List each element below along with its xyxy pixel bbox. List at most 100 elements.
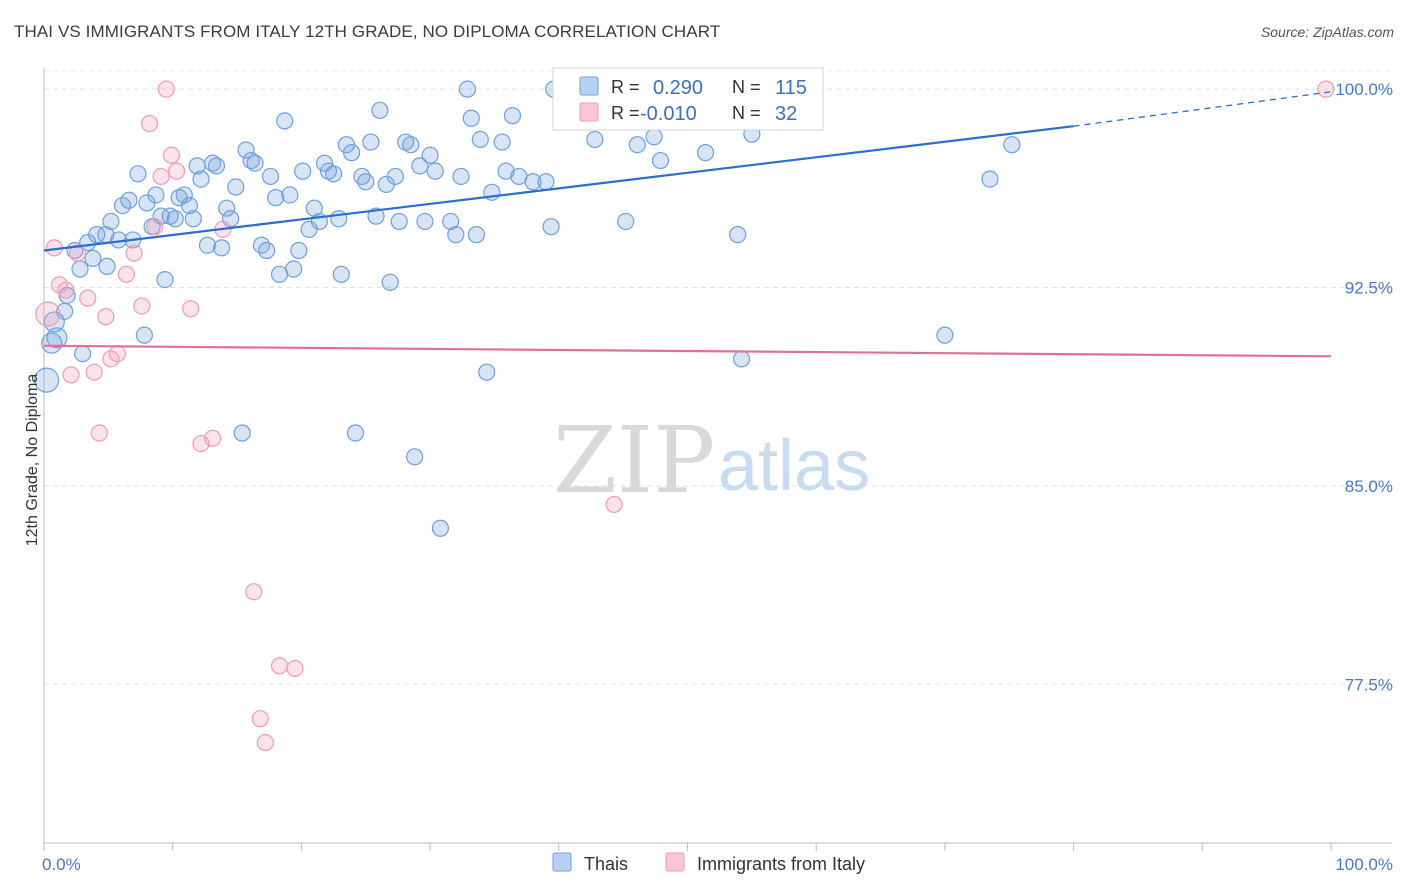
thais-point <box>213 239 231 257</box>
thais-point <box>192 170 210 188</box>
thais-point <box>617 212 635 231</box>
thais-point <box>120 191 138 209</box>
trend-lines <box>43 91 1332 358</box>
thais-point <box>156 271 174 289</box>
thais-point <box>258 241 276 260</box>
thais-point <box>152 207 170 225</box>
thais-point <box>294 162 312 180</box>
italy-point <box>35 301 61 327</box>
series-italy <box>35 80 1335 752</box>
italy-point <box>57 281 75 299</box>
thais-point <box>696 144 715 162</box>
italy-point <box>133 297 151 315</box>
thais-point <box>357 173 375 191</box>
italy-point <box>157 80 175 98</box>
thais-point <box>729 226 747 244</box>
thais-point <box>537 173 555 191</box>
italy-point <box>62 366 80 384</box>
thais-point <box>33 367 60 393</box>
thais-point <box>88 226 106 244</box>
legend-swatch-italy <box>579 102 599 122</box>
thais-point <box>503 107 522 125</box>
y-tick-label-0: 77.5% <box>1345 675 1393 694</box>
legend-n-label-italy: N = <box>732 103 761 123</box>
thais-point <box>524 173 542 191</box>
thais-point <box>458 80 477 98</box>
italy-point <box>68 244 87 262</box>
italy-point <box>245 583 263 601</box>
italy-point <box>286 659 304 678</box>
thais-point <box>442 212 460 231</box>
thais-point <box>936 326 954 344</box>
chart-source: Source: ZipAtlas.com <box>1260 24 1394 40</box>
thais-point <box>147 186 165 204</box>
italy-point <box>79 289 97 307</box>
bottom-legend-label-italy: Immigrants from Italy <box>697 854 865 874</box>
italy-point <box>167 162 186 180</box>
bottom-legend-label-thais: Thais <box>584 854 628 874</box>
thais-point <box>233 424 251 442</box>
thais-point <box>346 424 365 442</box>
legend-r-label-thais: R = <box>611 77 640 97</box>
thais-point <box>390 212 408 231</box>
y-tick-label-2: 92.5% <box>1345 279 1393 298</box>
thais-point <box>102 212 120 231</box>
italy-point <box>203 429 222 447</box>
thais-point <box>645 128 663 146</box>
thais-point <box>462 109 480 127</box>
y-axis-labels: 77.5% 85.0% 92.5% 100.0% <box>1335 80 1393 694</box>
thais-point <box>467 226 486 244</box>
thais-point <box>252 236 271 254</box>
thais-point <box>180 196 199 215</box>
trend-line-thais <box>43 125 1074 252</box>
thais-point <box>227 178 245 196</box>
thais-point <box>431 519 449 537</box>
italy-point <box>162 146 181 164</box>
thais-point <box>421 146 439 164</box>
italy-point <box>182 300 200 318</box>
bottom-legend-swatch-italy <box>665 852 685 872</box>
thais-point <box>135 326 153 344</box>
legend-r-thais: 0.290 <box>653 77 703 99</box>
thais-point <box>207 157 226 175</box>
thais-point <box>305 199 323 217</box>
italy-point <box>117 265 135 283</box>
italy-point <box>256 733 274 752</box>
thais-point <box>386 167 404 186</box>
thais-point <box>471 130 489 149</box>
series-thais <box>33 80 1021 537</box>
legend-r-label-italy: R = <box>611 103 640 123</box>
thais-point <box>651 151 670 170</box>
legend-n-italy: 32 <box>775 103 797 125</box>
thais-point <box>74 345 92 363</box>
thais-point <box>416 212 434 231</box>
legend-r-italy: -0.010 <box>640 103 697 125</box>
axes <box>43 68 1392 851</box>
thais-point <box>497 162 515 180</box>
legend-swatch-thais <box>579 76 599 96</box>
thais-point <box>166 210 184 228</box>
thais-point <box>381 273 399 291</box>
thais-point <box>184 210 202 228</box>
thais-point <box>46 327 68 349</box>
thais-point <box>402 136 420 154</box>
italy-point <box>97 308 115 326</box>
watermark-atlas: atlas <box>718 426 870 506</box>
italy-point <box>140 114 159 133</box>
italy-point <box>125 244 143 262</box>
italy-point <box>251 710 269 728</box>
thais-point <box>452 167 470 186</box>
thais-point <box>411 157 429 175</box>
italy-point <box>85 363 103 381</box>
trend-line-italy <box>43 344 1332 358</box>
thais-point <box>261 167 280 186</box>
y-tick-label-1: 85.0% <box>1345 477 1393 496</box>
thais-point <box>478 363 496 381</box>
thais-point <box>71 260 89 278</box>
thais-point <box>586 130 604 149</box>
thais-point <box>237 141 255 159</box>
italy-point <box>270 657 289 675</box>
thais-point <box>542 218 560 236</box>
x-tick-label-0: 0.0% <box>42 855 81 874</box>
